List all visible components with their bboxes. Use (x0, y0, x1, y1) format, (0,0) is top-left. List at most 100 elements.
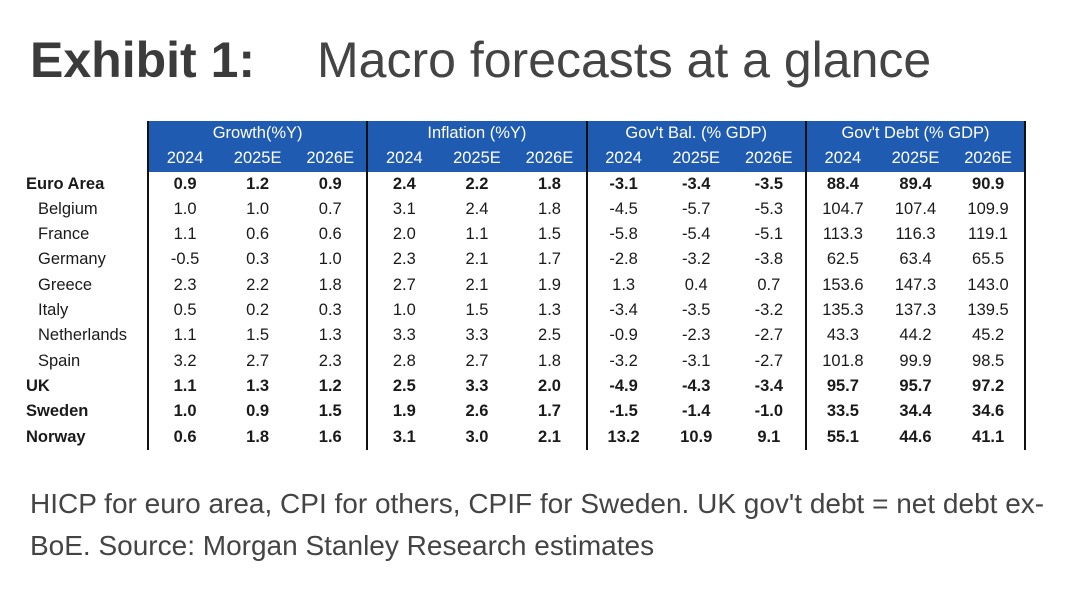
table-cell: -4.3 (681, 376, 711, 395)
year-header: 2024 (585, 146, 660, 172)
table-cell: 101.8 (804, 348, 879, 374)
table-row: UK 1.1 1.3 1.2 2.5 3.3 2.0 -4.9 -4.3 -3.4 95.7 95.7… (26, 373, 1027, 400)
table-cell: -2.7 (754, 351, 784, 370)
year-header: 2024 (146, 146, 222, 172)
macro-forecast-table: Growth(%Y) Inflation (%Y) Gov't Bal. (% … (26, 121, 1027, 450)
table-cell: 135.3 (804, 298, 879, 324)
table-cell: 3.1 (366, 424, 441, 450)
header-corner (26, 146, 148, 171)
table-cell: 1.8 (538, 351, 561, 370)
table-cell: 109.9 (952, 196, 1027, 223)
table-cell: 10.9 (680, 427, 713, 446)
table-row: Netherlands 1.1 1.5 1.3 3.3 3.3 2.5 -0.9 -2.3 -2.… (26, 323, 1027, 349)
table-row: Greece 2.3 2.2 1.8 2.7 2.1 1.9 1.3 0.4 0.7 153.6 14… (26, 272, 1027, 299)
table-cell: 62.5 (804, 247, 879, 273)
table-cell: -5.4 (681, 225, 711, 244)
table-cell: 90.9 (952, 171, 1027, 197)
table-row: Sweden 1.0 0.9 1.5 1.9 2.6 1.7 -1.5 -1.4 -1.0 33.5… (26, 399, 1027, 425)
table-cell: 34.6 (952, 399, 1027, 425)
table-cell: 1.2 (246, 174, 270, 193)
table-cell: 1.2 (318, 376, 342, 395)
table-cell: 41.1 (952, 424, 1027, 450)
table-cell: 1.6 (318, 427, 342, 446)
table-cell: 55.1 (804, 424, 879, 450)
row-label: Sweden (26, 402, 89, 421)
table-cell: 95.7 (804, 373, 879, 400)
table-cell: 2.7 (366, 272, 441, 299)
table-cell: 107.4 (894, 199, 937, 218)
table-cell: 2.8 (366, 348, 441, 374)
footnote: HICP for euro area, CPI for others, CPIF… (30, 488, 1045, 561)
table-cell: 3.2 (146, 348, 222, 374)
year-header: 2025E (659, 146, 733, 172)
table-cell: 1.8 (246, 427, 270, 446)
table-cell: 113.3 (804, 222, 879, 248)
row-label: Greece (38, 275, 93, 294)
table-cell: 1.8 (318, 275, 342, 294)
table-cell: 1.3 (585, 272, 660, 299)
table-cell: 2.4 (465, 199, 489, 218)
table-cell: 1.0 (318, 250, 342, 269)
table-cell: -2.7 (754, 326, 784, 345)
exhibit-heading: Macro forecasts at a glance (317, 32, 932, 88)
table-cell: 3.3 (366, 323, 441, 349)
group-header-inflation: Inflation (%Y) (366, 121, 587, 147)
table-cell: 1.3 (318, 326, 342, 345)
table-cell: 0.9 (318, 174, 342, 193)
table-cell: 2.5 (538, 326, 561, 345)
table-cell: -5.3 (754, 199, 784, 218)
table-cell: -3.1 (585, 171, 660, 197)
table-cell: -0.5 (146, 247, 222, 273)
table-cell: 0.7 (318, 199, 342, 218)
table-cell: 3.0 (465, 427, 489, 446)
table-cell: 1.3 (538, 301, 561, 320)
table-cell: 153.6 (804, 272, 879, 299)
table-cell: 1.1 (146, 222, 222, 248)
table-cell: 2.1 (538, 427, 561, 446)
table-cell: 1.8 (538, 174, 561, 193)
table-cell: 1.1 (146, 323, 222, 349)
table-cell: 3.3 (465, 376, 489, 395)
table-row: Belgium 1.0 1.0 0.7 3.1 2.4 1.8 -4.5 -5.7 -5.3 104… (26, 196, 1027, 223)
table-cell: 1.3 (246, 376, 270, 395)
table-cell: -3.2 (585, 348, 660, 374)
year-header: 2024 (804, 146, 879, 172)
table-cell: 137.3 (894, 301, 937, 320)
table-body: Euro Area 0.9 1.2 0.9 2.4 2.2 1.8 -3.1 -3.4 -3.5 8… (26, 171, 1027, 450)
table-cell: 2.2 (246, 275, 270, 294)
table-cell: 0.2 (246, 301, 270, 320)
year-header: 2025E (440, 146, 514, 172)
table-cell: -3.5 (754, 174, 784, 193)
table-cell: -2.3 (681, 326, 711, 345)
table-cell: 1.9 (538, 275, 561, 294)
table-row: Italy 0.5 0.2 0.3 1.0 1.5 1.3 -3.4 -3.5 -3.2 135.3… (26, 298, 1027, 324)
table-cell: 143.0 (952, 272, 1027, 299)
table-cell: -1.0 (754, 402, 784, 421)
table-cell: -3.4 (585, 298, 660, 324)
table-cell: 9.1 (757, 427, 781, 446)
table-cell: 0.3 (246, 250, 270, 269)
exhibit-number: Exhibit 1: (30, 32, 256, 88)
year-header: 2024 (366, 146, 441, 172)
year-header: 2026E (513, 146, 587, 172)
table-cell: -5.7 (681, 199, 711, 218)
table-cell: 44.2 (899, 326, 932, 345)
table-cell: 1.0 (146, 399, 222, 425)
year-header: 2025E (221, 146, 295, 172)
table-cell: 1.0 (366, 298, 441, 324)
table-cell: 119.1 (952, 222, 1027, 248)
table-cell: -1.4 (681, 402, 711, 421)
table-cell: 0.3 (318, 301, 342, 320)
table-cell: 1.5 (538, 225, 561, 244)
year-header: 2026E (294, 146, 368, 172)
table-cell: -3.5 (681, 301, 711, 320)
table-row: Spain 3.2 2.7 2.3 2.8 2.7 1.8 -3.2 -3.1 -2.7 101.8… (26, 348, 1027, 374)
table-cell: 104.7 (804, 196, 879, 223)
table-cell: 2.3 (146, 272, 222, 299)
table-cell: 44.6 (899, 427, 932, 446)
table-cell: 3.3 (465, 326, 489, 345)
table-cell: -3.1 (681, 351, 711, 370)
year-header-row: 2024 2025E 2026E 2024 2025E 2026E 2024 2… (26, 146, 1027, 172)
table-cell: -3.4 (681, 174, 711, 193)
table-cell: 0.5 (146, 298, 222, 324)
